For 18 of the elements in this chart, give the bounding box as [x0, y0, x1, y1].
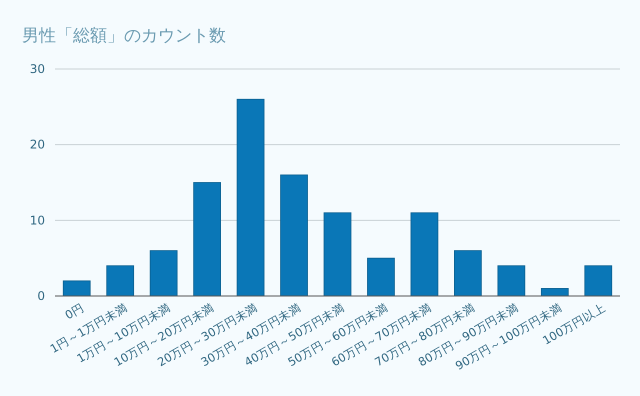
chart-title: 男性「総額」のカウント数 — [22, 26, 226, 46]
y-tick-label: 30 — [30, 62, 45, 76]
y-tick-label: 0 — [37, 289, 45, 303]
bar — [280, 174, 308, 296]
bar — [193, 182, 221, 296]
bar — [497, 265, 526, 296]
bar — [62, 280, 91, 296]
y-tick-label: 10 — [30, 213, 45, 228]
bar — [454, 250, 482, 296]
bar — [410, 212, 438, 296]
x-tick-label: 0円 — [62, 300, 86, 322]
bar — [236, 98, 264, 296]
bar — [150, 250, 178, 296]
y-tick-label: 20 — [30, 138, 45, 152]
bar — [584, 265, 612, 296]
bar — [367, 258, 395, 296]
bar — [324, 212, 352, 296]
bar — [106, 265, 134, 296]
